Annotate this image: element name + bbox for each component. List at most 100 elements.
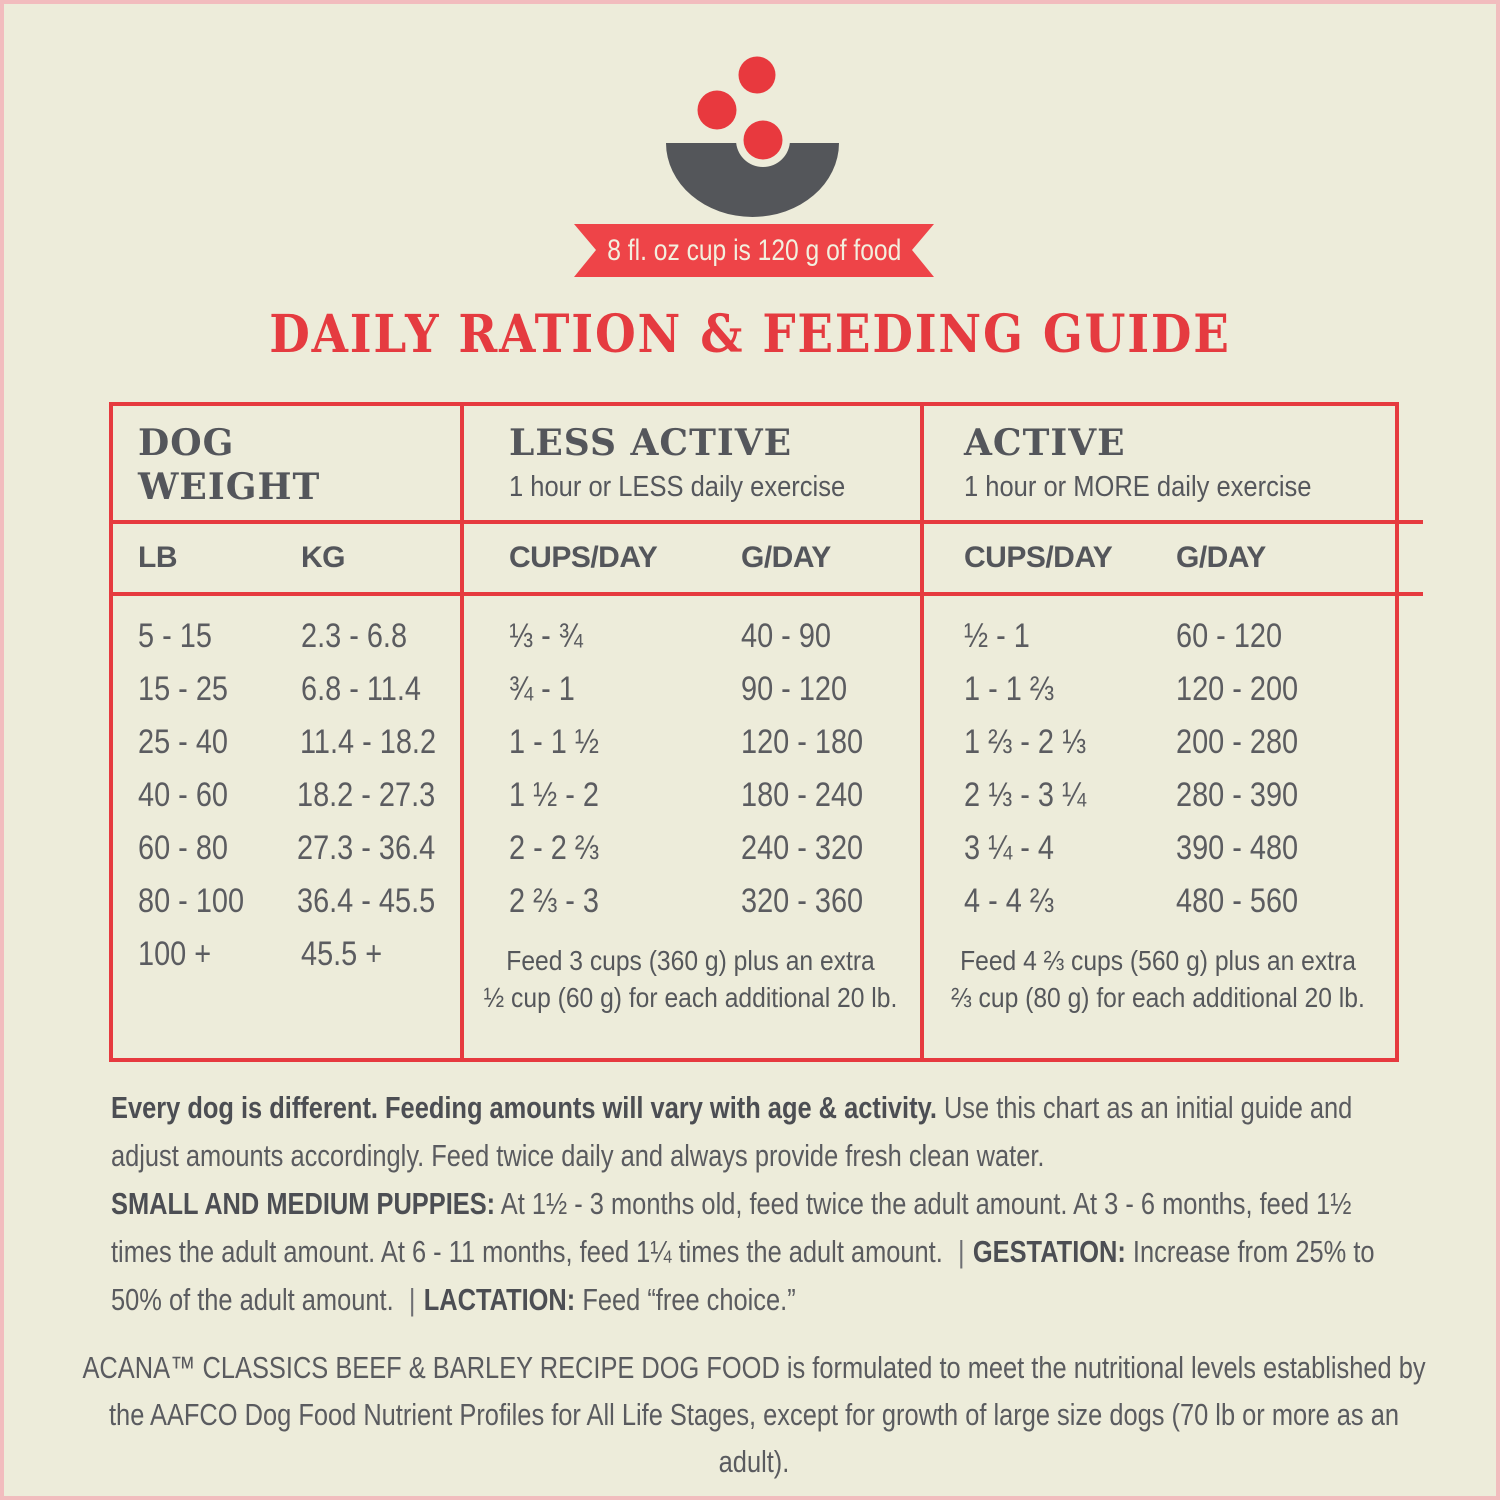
weight-kg: 45.5 + [301, 935, 383, 973]
table-row: 5 - 15 2.3 - 6.8 [113, 610, 460, 663]
weight-lb: 5 - 15 [138, 617, 212, 655]
kibble-icon [738, 56, 776, 94]
cups-value: 1 ½ - 2 [509, 776, 599, 814]
table-row: ½ - 1 60 - 120 [924, 610, 1423, 663]
less-active-title: LESS ACTIVE [509, 422, 793, 464]
weight-kg: 27.3 - 36.4 [297, 829, 436, 867]
cups-value: 4 - 4 ⅔ [964, 882, 1054, 920]
grams-value: 320 - 360 [741, 882, 864, 920]
weight-lb: 40 - 60 [138, 776, 228, 814]
grams-value: 240 - 320 [741, 829, 864, 867]
feeding-table: DOG WEIGHT LESS ACTIVE 1 hour or LESS da… [109, 402, 1423, 1062]
grams-value: 180 - 240 [741, 776, 864, 814]
table-row: 1 ½ - 2 180 - 240 [464, 769, 920, 822]
weight-kg: 2.3 - 6.8 [301, 617, 408, 655]
general-feeding-note: Every dog is different. Feeding amounts … [111, 1084, 1397, 1180]
cups-value: 2 - 2 ⅔ [509, 829, 599, 867]
weight-kg: 36.4 - 45.5 [297, 882, 436, 920]
general-note-text: Use this chart as an initial guide and a… [111, 1090, 1353, 1173]
aafco-statement: ACANA™ CLASSICS BEEF & BARLEY RECIPE DOG… [82, 1350, 1426, 1479]
less-active-extra-note: Feed 3 cups (360 g) plus an extra ½ cup … [483, 945, 898, 1013]
weight-lb: 80 - 100 [138, 882, 245, 920]
table-row: ¾ - 1 90 - 120 [464, 663, 920, 716]
active-subtitle: 1 hour or MORE daily exercise [964, 471, 1312, 503]
gestation-text: Increase from 25% to 50% of the adult am… [111, 1234, 1375, 1317]
header-dog-weight: DOG WEIGHT [113, 406, 464, 524]
grams-value: 390 - 480 [1176, 829, 1299, 867]
kibble-icon [697, 90, 737, 130]
table-row: 25 - 40 11.4 - 18.2 [113, 716, 460, 769]
table-row: 2 ⅓ - 3 ¼ 280 - 390 [924, 769, 1423, 822]
dog-weight-body: 5 - 15 2.3 - 6.8 15 - 25 6.8 - 11.4 25 - 4… [113, 596, 464, 1058]
cups-value: 3 ¼ - 4 [964, 829, 1054, 867]
cups-value: 1 - 1 ½ [509, 723, 599, 761]
cups-value: 1 ⅔ - 2 ⅓ [964, 723, 1087, 761]
active-extra-note: Feed 4 ⅔ cups (560 g) plus an extra ⅔ cu… [951, 945, 1365, 1013]
column-header-kg: KG [301, 541, 346, 574]
weight-kg: 18.2 - 27.3 [297, 776, 436, 814]
cup-measure-ribbon: 8 fl. oz cup is 120 g of food [574, 224, 934, 277]
kibble-icon [743, 120, 783, 160]
page-title: DAILY RATION & FEEDING GUIDE [269, 304, 1231, 365]
subheader-active: CUPS/DAY G/DAY [924, 524, 1423, 596]
column-header-g-day: G/DAY [1176, 541, 1266, 574]
table-row: 100 + 45.5 + [113, 928, 460, 981]
weight-lb: 60 - 80 [138, 829, 228, 867]
grams-value: 200 - 280 [1176, 723, 1299, 761]
less-active-body: ⅓ - ¾ 40 - 90 ¾ - 1 90 - 120 1 - 1 ½ 120 - … [464, 596, 924, 1058]
header-less-active: LESS ACTIVE 1 hour or LESS daily exercis… [464, 406, 924, 524]
cup-measure-text: 8 fl. oz cup is 120 g of food [606, 233, 902, 267]
food-bowl-icon [624, 44, 884, 224]
table-row: 1 - 1 ⅔ 120 - 200 [924, 663, 1423, 716]
bowl-shape [666, 143, 839, 217]
separator-bar: | [958, 1234, 965, 1269]
table-row: 80 - 100 36.4 - 45.5 [113, 875, 460, 928]
grams-value: 40 - 90 [741, 617, 831, 655]
grams-value: 120 - 200 [1176, 670, 1299, 708]
active-body: ½ - 1 60 - 120 1 - 1 ⅔ 120 - 200 1 ⅔ - 2 ⅓… [924, 596, 1423, 1058]
grams-value: 90 - 120 [741, 670, 848, 708]
lactation-text: Feed “free choice.” [575, 1282, 796, 1317]
table-row: 15 - 25 6.8 - 11.4 [113, 663, 460, 716]
weight-lb: 15 - 25 [138, 670, 228, 708]
puppies-label: SMALL AND MEDIUM PUPPIES: [111, 1186, 496, 1221]
active-title: ACTIVE [964, 422, 1126, 464]
table-row: 1 ⅔ - 2 ⅓ 200 - 280 [924, 716, 1423, 769]
general-note-bold: Every dog is different. Feeding amounts … [111, 1090, 937, 1125]
puppies-text: At 1½ - 3 months old, feed twice the adu… [111, 1186, 1352, 1269]
cups-value: ¾ - 1 [509, 670, 575, 708]
table-row: 1 - 1 ½ 120 - 180 [464, 716, 920, 769]
table-row: 2 ⅔ - 3 320 - 360 [464, 875, 920, 928]
dog-weight-title: DOG WEIGHT [138, 422, 321, 508]
header-active: ACTIVE 1 hour or MORE daily exercise [924, 406, 1423, 524]
lactation-label: LACTATION: [423, 1282, 576, 1317]
cups-value: ⅓ - ¾ [509, 617, 583, 655]
life-stage-note: SMALL AND MEDIUM PUPPIES: At 1½ - 3 mont… [111, 1180, 1397, 1324]
grams-value: 60 - 120 [1176, 617, 1283, 655]
table-row: ⅓ - ¾ 40 - 90 [464, 610, 920, 663]
grams-value: 120 - 180 [741, 723, 864, 761]
grams-value: 480 - 560 [1176, 882, 1299, 920]
column-header-cups-day: CUPS/DAY [964, 541, 1113, 574]
column-header-cups-day: CUPS/DAY [509, 541, 658, 574]
gestation-label: GESTATION: [972, 1234, 1126, 1269]
table-row: 4 - 4 ⅔ 480 - 560 [924, 875, 1423, 928]
table-row: 40 - 60 18.2 - 27.3 [113, 769, 460, 822]
cups-value: 2 ⅓ - 3 ¼ [964, 776, 1087, 814]
less-active-subtitle: 1 hour or LESS daily exercise [509, 471, 846, 503]
cups-value: ½ - 1 [964, 617, 1030, 655]
weight-kg: 6.8 - 11.4 [301, 670, 421, 708]
weight-lb: 25 - 40 [138, 723, 228, 761]
table-row: 3 ¼ - 4 390 - 480 [924, 822, 1423, 875]
weight-kg: 11.4 - 18.2 [299, 723, 436, 761]
separator-bar: | [408, 1282, 416, 1317]
table-row: 2 - 2 ⅔ 240 - 320 [464, 822, 920, 875]
grams-value: 280 - 390 [1176, 776, 1299, 814]
column-header-lb: LB [138, 541, 178, 574]
food-bowl-graphic [666, 56, 839, 217]
weight-lb: 100 + [138, 935, 212, 973]
subheader-dog-weight: LB KG [113, 524, 464, 596]
subheader-less-active: CUPS/DAY G/DAY [464, 524, 924, 596]
cups-value: 1 - 1 ⅔ [964, 670, 1054, 708]
